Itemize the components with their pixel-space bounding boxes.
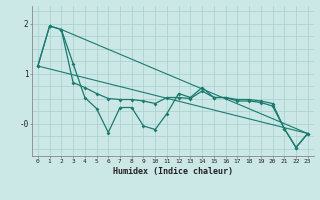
X-axis label: Humidex (Indice chaleur): Humidex (Indice chaleur) — [113, 167, 233, 176]
